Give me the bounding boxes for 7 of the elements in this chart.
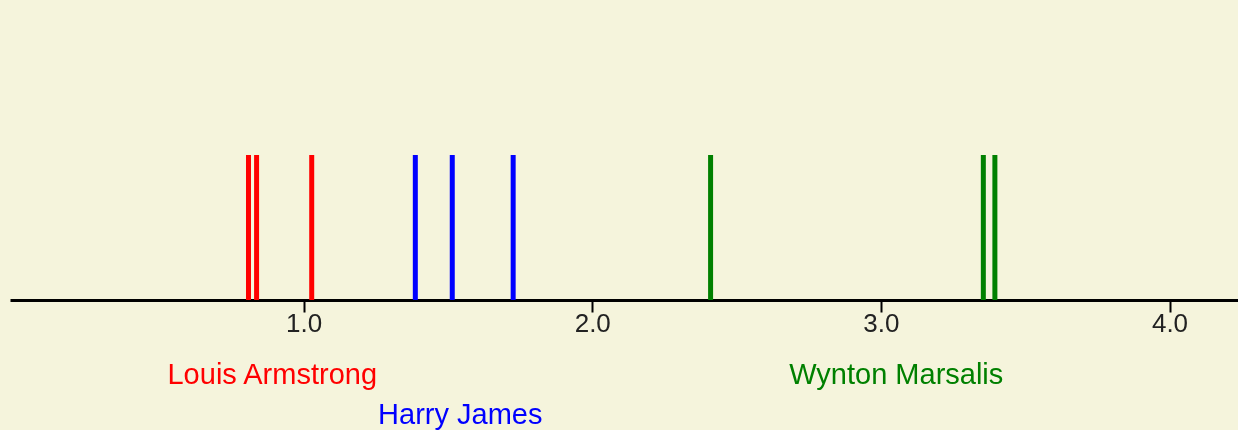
- x-tick-label: 2.0: [574, 307, 611, 338]
- text: Harry James: [378, 398, 543, 430]
- text: Wynton Marsalis: [789, 358, 1004, 390]
- x-tick-label: 3.0: [863, 307, 900, 338]
- text: Louis Armstrong: [167, 358, 378, 390]
- x-tick-label: 4.0: [1151, 307, 1189, 338]
- x-tick-label: 1.0: [286, 307, 323, 338]
